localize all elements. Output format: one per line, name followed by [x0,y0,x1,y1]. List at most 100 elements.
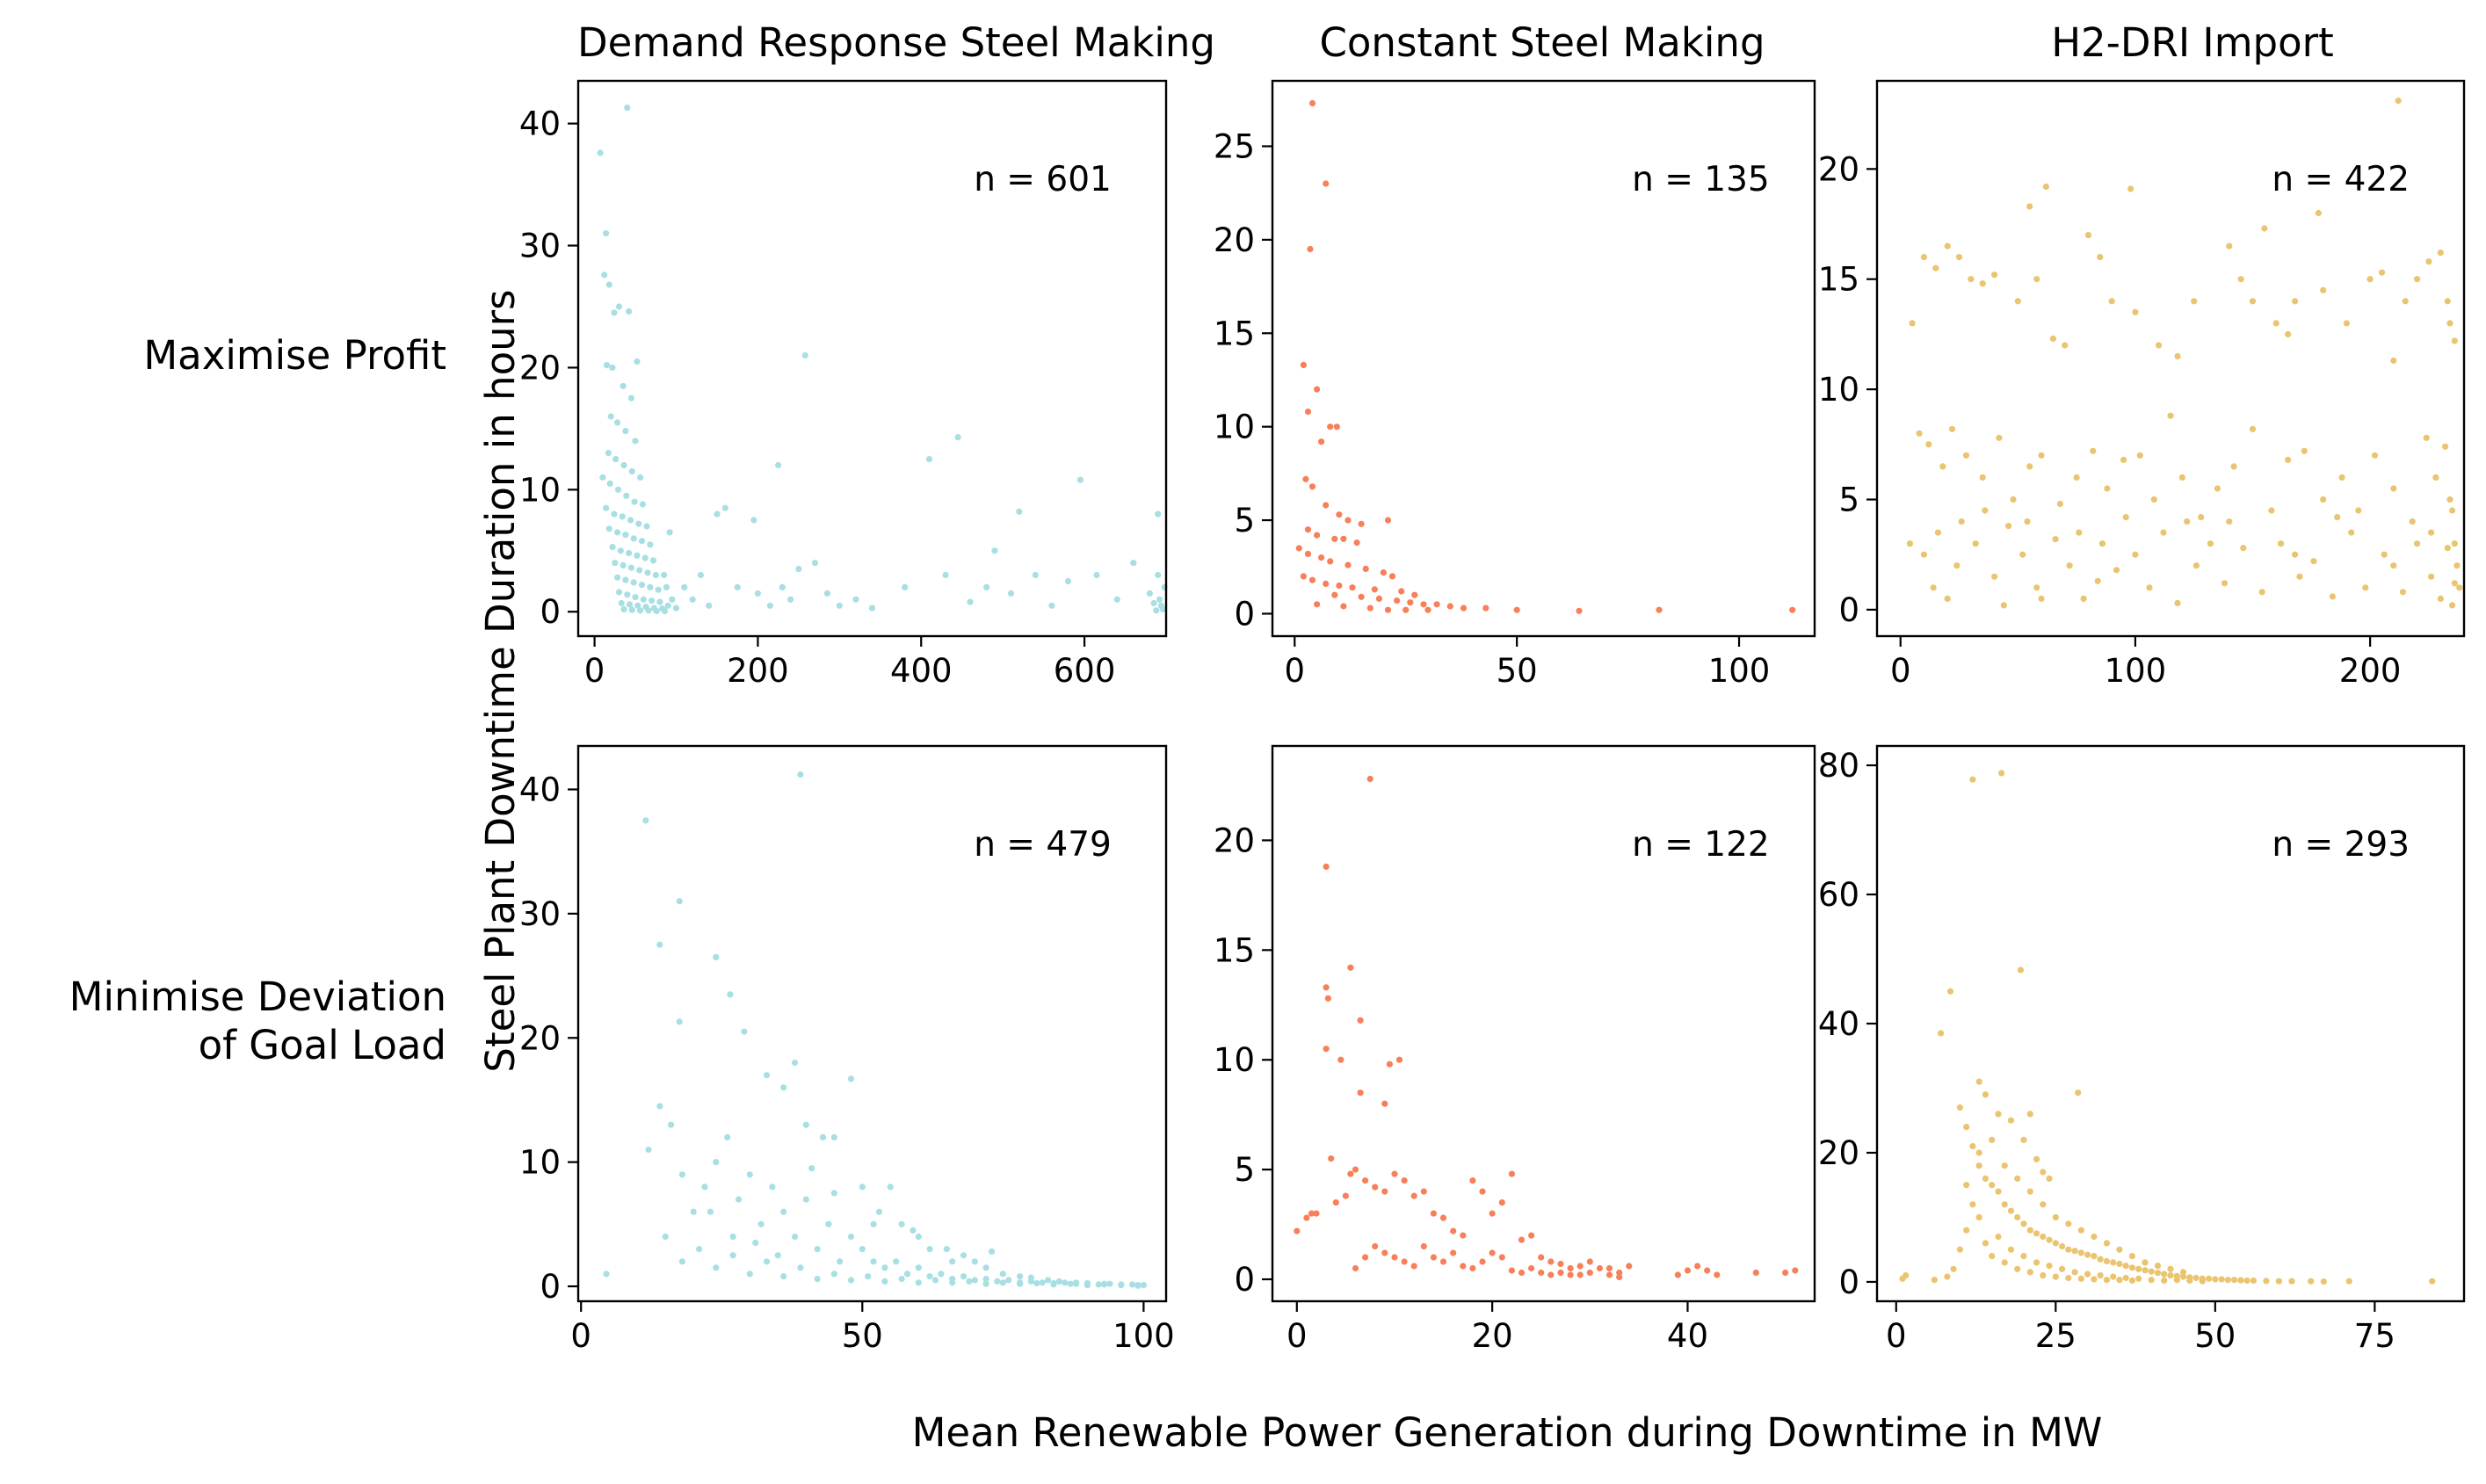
scatter-point [1962,452,1970,459]
scatter-point [1972,540,1979,547]
scatter-point [2343,320,2350,327]
scatter-point [678,1171,686,1178]
scatter-point [1064,577,1072,585]
scatter-panel: 0 50 100 0 10 20 30 40 n = 479 [519,744,1175,1355]
scatter-point [2428,529,2435,536]
scatter-point [836,602,843,609]
scatter-point [656,941,663,948]
scatter-point [649,597,656,604]
scatter-point [2414,540,2421,547]
scatter-point [1975,1078,1982,1085]
scatter-point [2285,330,2292,337]
scatter-point [1093,571,1100,579]
scatter-point [631,498,638,505]
y-tick-label: 5 [1234,502,1255,539]
scatter-point [668,1121,675,1128]
scatter-point [2020,1136,2027,1143]
scatter-point [1084,1282,1091,1289]
scatter-point [1450,1227,1457,1234]
scatter-point [2116,1246,2123,1253]
scatter-point [2026,1269,2033,1276]
scatter-point [1979,280,1986,287]
scatter-point [1402,606,1410,613]
scatter-point [622,428,629,435]
scatter-point [622,532,629,539]
scatter-point [2065,1220,2072,1227]
scatter-point [636,567,643,574]
scatter-point [1129,1281,1136,1288]
scatter-point [2272,320,2279,327]
scatter-point [2007,1246,2015,1253]
scatter-point [814,1276,821,1283]
scatter-point [1134,1282,1142,1289]
scatter-point [606,480,613,488]
scatter-point [1903,1272,1910,1279]
scatter-point [637,474,644,481]
scatter-point [676,898,683,905]
scatter-point [1656,606,1663,613]
scatter-point [656,598,663,605]
scatter-point [2167,1272,2174,1279]
scatter-point [1308,576,1316,583]
scatter-point [614,486,622,493]
scatter-point [729,1252,736,1259]
scatter-point [1140,1282,1147,1289]
scatter-point [2146,584,2153,591]
scatter-point [2399,589,2407,596]
scatter-point [2261,225,2268,232]
scatter-point [2091,1276,2098,1283]
scatter-point [2184,518,2191,525]
scatter-point [2449,507,2456,514]
scatter-point [1303,1214,1310,1221]
scatter-point [1344,517,1352,524]
scatter-point [597,149,604,156]
scatter-point [2026,1111,2033,1118]
scatter-point [2135,1275,2142,1282]
scatter-point [2066,562,2073,569]
scatter-panel: 0 50 100 0 5 10 15 20 25 n = 135 [1214,79,1816,690]
scatter-point [847,1075,855,1082]
scatter-point [1975,1162,1982,1169]
scatter-point [1304,409,1312,416]
scatter-point [2432,474,2439,481]
scatter-point [644,569,651,576]
scatter-point [823,590,831,597]
scatter-point [1344,561,1352,568]
scatter-point [626,549,633,557]
x-tick-label: 600 [1054,652,1116,690]
scatter-point [1048,602,1055,609]
scatter-point [1979,474,1986,481]
scatter-point [1323,863,1330,871]
scatter-point [1547,1258,1555,1265]
scatter-point [1055,1278,1062,1285]
scatter-point [910,1227,917,1234]
scatter-point [2084,1270,2091,1278]
scatter-point [1982,1175,1989,1182]
scatter-point [1489,1249,1496,1256]
scatter-point [2320,496,2327,503]
scatter-point [2237,276,2244,283]
scatter-point [830,1270,837,1278]
scatter-point [1302,475,1309,482]
x-tick-label: 0 [1285,652,1306,690]
scatter-point [2042,183,2049,190]
scatter-point [1295,545,1302,552]
scatter-point [1946,988,1954,995]
sample-count-label: n = 293 [2272,825,2410,865]
scatter-point [605,281,612,288]
scatter-point [1944,1273,1951,1280]
scatter-point [612,560,619,567]
scatter-point [2186,1277,2193,1285]
scatter-point [769,1184,776,1191]
scatter-point [603,1270,610,1278]
scatter-point [2113,567,2120,574]
scatter-point [2014,1175,2021,1182]
scatter-point [713,953,720,960]
scatter-point [1939,463,1946,470]
scatter-point [1963,1182,1970,1189]
scatter-point [2014,1213,2021,1221]
y-tick-label: 5 [1838,481,1859,519]
y-tick-label: 10 [1818,371,1859,409]
scatter-point [1340,603,1347,610]
plot-frame [1271,79,1816,638]
